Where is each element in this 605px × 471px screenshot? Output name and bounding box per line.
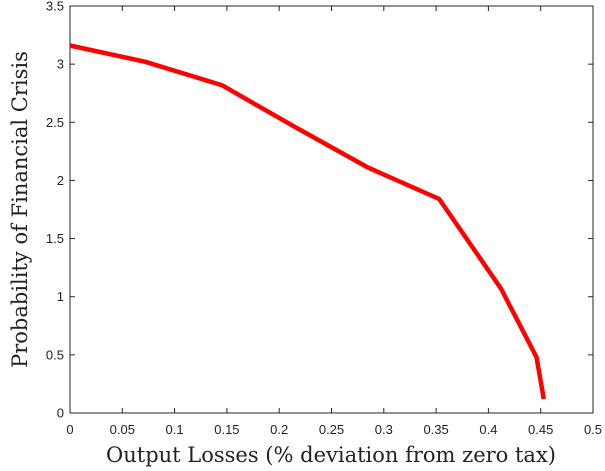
x-tick-label: 0.15 — [214, 422, 239, 437]
y-tick-label: 0.5 — [46, 347, 64, 362]
x-tick-label: 0.5 — [584, 422, 602, 437]
series-line — [69, 43, 547, 400]
series-group — [69, 43, 547, 400]
x-tick-label: 0 — [66, 422, 73, 437]
x-tick-label: 0.05 — [110, 422, 135, 437]
y-tick-label: 3 — [57, 57, 64, 72]
y-tick-label: 2.5 — [46, 115, 64, 130]
x-axis-ticks: 0 0.05 0.1 0.15 0.2 0.25 0.3 0.35 0.4 0.45 0.5 — [66, 6, 602, 437]
x-tick-label: 0.4 — [479, 422, 497, 437]
y-axis-ticks: 0 0.5 1 1.5 2 2.5 3 3.5 — [46, 0, 593, 421]
x-tick-label: 0.1 — [166, 422, 184, 437]
x-tick-label: 0.25 — [319, 422, 344, 437]
y-tick-label: 0 — [57, 406, 64, 421]
y-tick-label: 1.5 — [46, 231, 64, 246]
y-tick-label: 1 — [57, 289, 64, 304]
x-tick-label: 0.45 — [528, 422, 553, 437]
x-tick-label: 0.35 — [423, 422, 448, 437]
plot-area — [69, 5, 594, 414]
y-tick-label: 3.5 — [46, 0, 64, 14]
y-axis-label: Probability of Financial Crisis — [8, 51, 32, 368]
x-tick-label: 0.2 — [270, 422, 288, 437]
x-axis-label: Output Losses (% deviation from zero tax… — [106, 443, 556, 467]
x-tick-label: 0.3 — [375, 422, 393, 437]
y-tick-label: 2 — [57, 173, 64, 188]
